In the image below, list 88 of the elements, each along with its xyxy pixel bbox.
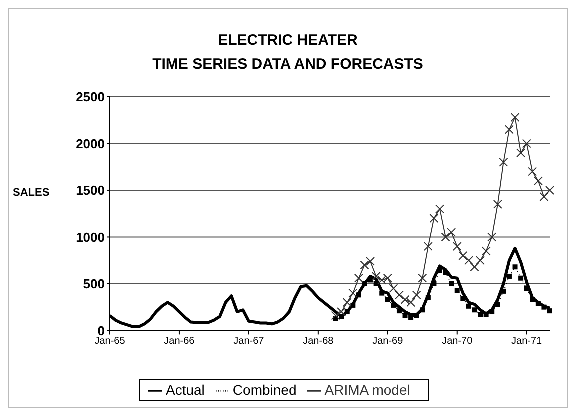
point (362, 281, 368, 286)
point (380, 290, 385, 296)
point (516, 148, 526, 158)
point (420, 308, 426, 313)
point (522, 139, 532, 148)
point (360, 260, 370, 270)
point (542, 304, 547, 310)
point (510, 113, 520, 122)
point (452, 242, 462, 252)
point (506, 274, 512, 279)
point (396, 308, 402, 314)
point (454, 288, 460, 294)
point (470, 262, 480, 272)
legend-label: ARIMA model (324, 382, 410, 398)
point (524, 286, 530, 292)
y-tick-label: 2500 (76, 90, 105, 105)
point (447, 228, 456, 238)
x-tick-label: Jan-69 (372, 336, 404, 347)
y-tick-label: 1000 (76, 230, 105, 245)
point (436, 204, 444, 214)
point (402, 313, 408, 318)
point (536, 301, 541, 306)
point (354, 274, 364, 283)
point (464, 256, 474, 266)
point (372, 272, 381, 281)
point (482, 246, 491, 256)
point (412, 290, 422, 300)
x-tick-label: Jan-65 (94, 336, 126, 347)
point (394, 290, 404, 300)
legend-label: Actual (166, 382, 205, 398)
point (548, 308, 552, 314)
point (443, 270, 448, 276)
point (389, 284, 398, 294)
point (418, 274, 428, 283)
point (406, 298, 416, 308)
point (476, 256, 486, 266)
point (458, 251, 468, 260)
point (530, 297, 536, 302)
point (499, 158, 508, 167)
x-tick-label: Jan-66 (164, 336, 196, 347)
y-axis-title: SALES (13, 187, 50, 199)
y-tick-label: 500 (83, 276, 105, 292)
point (337, 308, 346, 317)
chart-title: ELECTRIC HEATER (217, 31, 359, 51)
point (400, 295, 410, 304)
point (414, 313, 420, 318)
x-tick-label: Jan-68 (303, 336, 334, 347)
point (540, 192, 549, 202)
point (430, 214, 439, 224)
point (546, 186, 554, 195)
point (348, 288, 358, 298)
point (504, 125, 514, 134)
point (512, 264, 518, 270)
point (350, 302, 356, 308)
y-tick-label: 0 (98, 323, 105, 338)
x-tick-label: Jan-67 (234, 336, 265, 347)
point (339, 314, 344, 320)
y-tick-label: 2000 (76, 136, 105, 152)
point (490, 310, 495, 315)
point (472, 308, 478, 313)
point (534, 176, 543, 186)
point (356, 292, 362, 298)
point (408, 315, 414, 320)
point (501, 288, 506, 294)
point (528, 167, 538, 176)
chart-subtitle: TIME SERIES DATA AND FORECASTS (152, 55, 424, 75)
x-tick-label: Jan-70 (442, 336, 474, 347)
x-tick-label: Jan-71 (512, 336, 543, 347)
y-tick-label: 1500 (76, 183, 105, 198)
point (495, 302, 500, 308)
point (366, 257, 376, 266)
point (391, 302, 396, 308)
point (344, 310, 350, 315)
point (438, 268, 442, 274)
point (518, 276, 524, 281)
point (478, 312, 484, 318)
legend-label: Combined (232, 382, 297, 398)
point (449, 281, 454, 286)
point (460, 296, 466, 302)
point (493, 200, 502, 210)
point (466, 304, 472, 309)
point (331, 311, 340, 320)
point (424, 242, 433, 252)
point (342, 298, 352, 308)
point (441, 232, 450, 242)
point (385, 297, 390, 302)
point (426, 295, 431, 300)
point (488, 232, 497, 242)
